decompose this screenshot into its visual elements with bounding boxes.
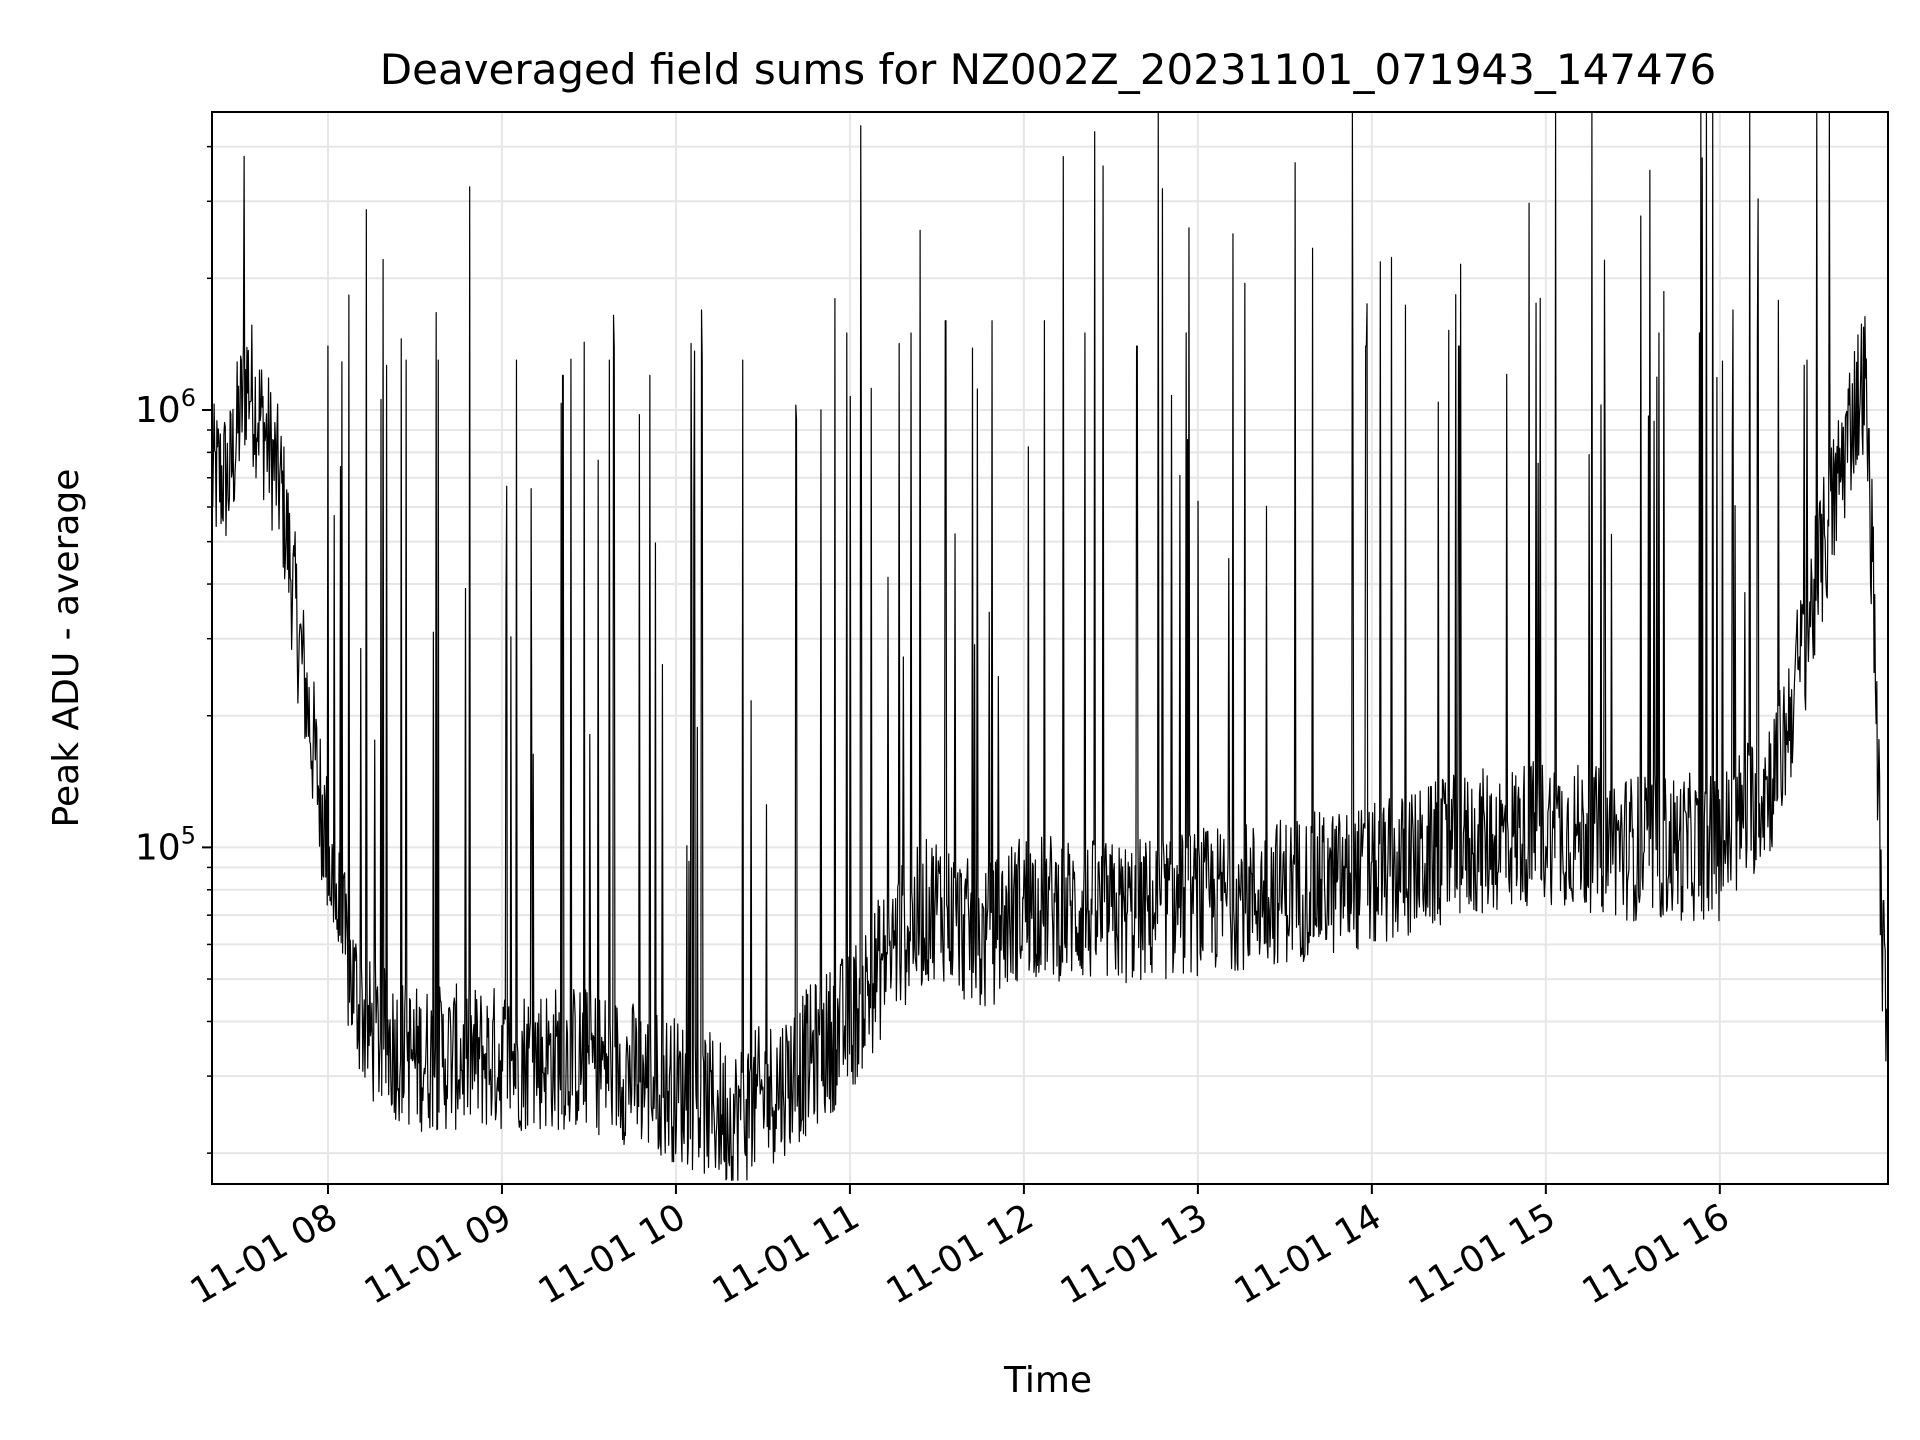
y-axis: 105 106 (135, 145, 212, 1154)
series-line (212, 112, 1888, 1181)
chart-title: Deaveraged field sums for NZ002Z_2023110… (380, 45, 1716, 94)
plot-frame (211, 111, 1889, 1185)
y-axis-label: Peak ADU - average (46, 469, 87, 828)
series-layer (212, 112, 1888, 1181)
y-tick-label: 106 (135, 384, 196, 431)
x-axis-label: Time (1003, 1360, 1092, 1401)
y-tick-label: 105 (135, 821, 196, 868)
